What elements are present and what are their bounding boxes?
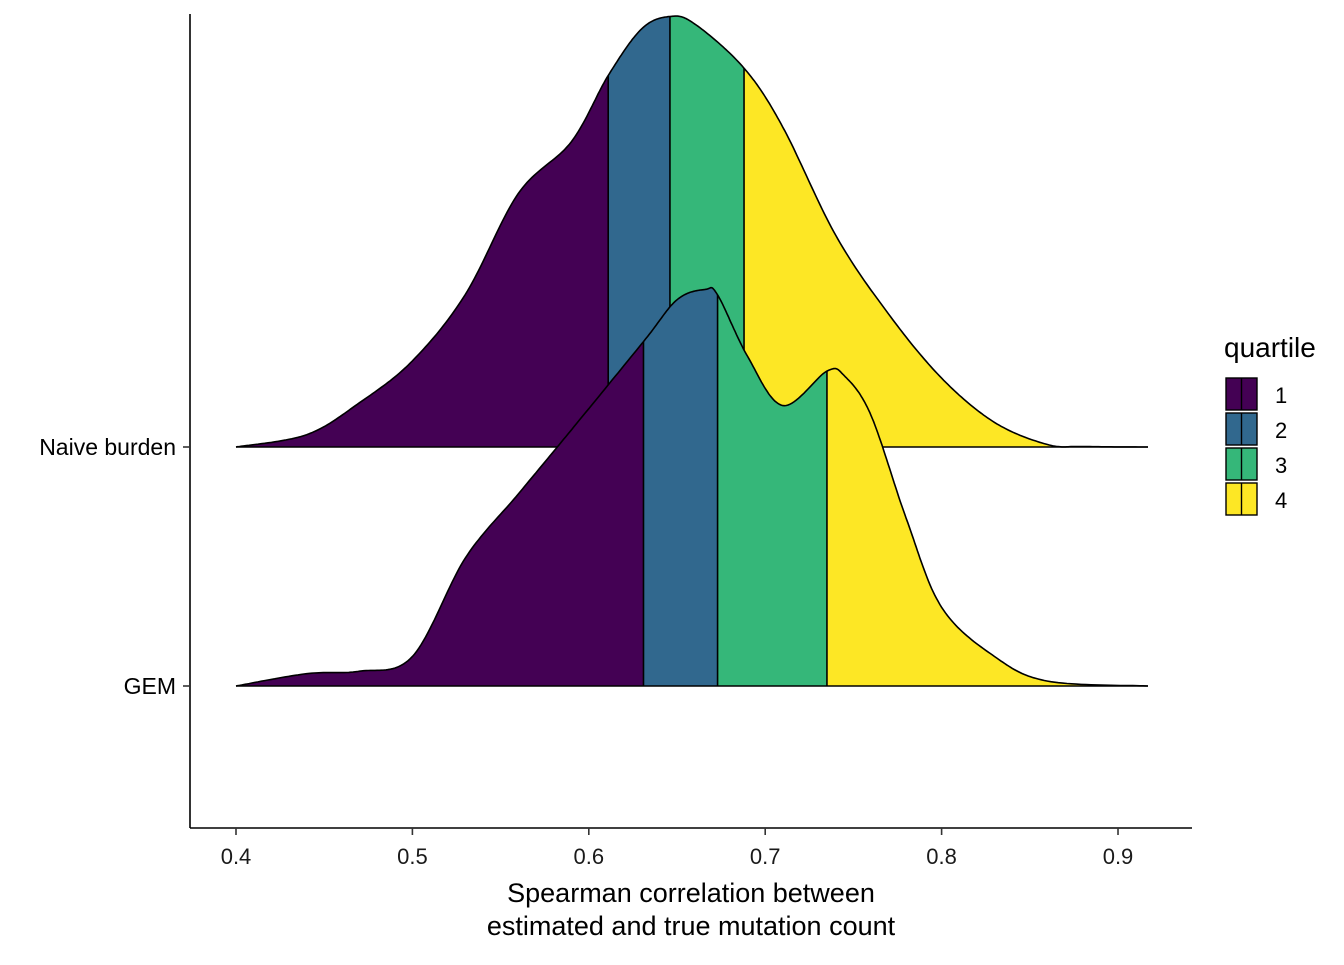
legend-label: 1 bbox=[1275, 383, 1287, 408]
x-axis-title-line-2: estimated and true mutation count bbox=[487, 911, 896, 941]
x-tick-label: 0.9 bbox=[1103, 844, 1134, 869]
legend-label: 3 bbox=[1275, 453, 1287, 478]
legend-item-2: 2 bbox=[1225, 412, 1287, 446]
ridge-gem bbox=[235, 286, 1149, 687]
density-outline bbox=[235, 15, 1148, 448]
axes-layer: 0.4 0.5 0.6 0.7 0.8 0.9 Naive burden GEM Spearma… bbox=[39, 14, 1192, 941]
x-tick-label: 0.8 bbox=[926, 844, 957, 869]
legend-label: 4 bbox=[1275, 488, 1287, 513]
quartile-1-area bbox=[236, 75, 609, 447]
x-tick-label: 0.5 bbox=[397, 844, 428, 869]
quartile-4-area bbox=[826, 368, 1148, 686]
legend-title: quartile bbox=[1224, 332, 1316, 363]
x-tick-label: 0.4 bbox=[221, 844, 252, 869]
ridges-layer bbox=[235, 15, 1149, 687]
legend-item-1: 1 bbox=[1225, 377, 1287, 411]
legend-label: 2 bbox=[1275, 418, 1287, 443]
y-tick-label: GEM bbox=[124, 673, 176, 699]
x-tick-label: 0.7 bbox=[750, 844, 781, 869]
y-tick-label: Naive burden bbox=[39, 434, 176, 460]
quartile-2-area bbox=[643, 287, 718, 686]
quartile-1-area bbox=[236, 341, 644, 686]
legend-item-3: 3 bbox=[1225, 447, 1287, 481]
legend: quartile 1 2 3 4 bbox=[1224, 332, 1316, 516]
legend-item-4: 4 bbox=[1225, 482, 1287, 516]
x-axis-title-line-1: Spearman correlation between bbox=[507, 878, 875, 908]
density-outline bbox=[235, 286, 1149, 687]
quartile-3-area bbox=[717, 294, 827, 686]
quartile-4-area bbox=[744, 68, 1148, 447]
x-tick-label: 0.6 bbox=[574, 844, 605, 869]
